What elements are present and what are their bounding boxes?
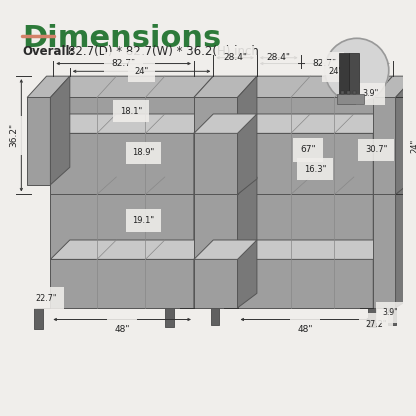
- Text: 3.9": 3.9": [382, 308, 398, 317]
- Polygon shape: [50, 240, 213, 260]
- Polygon shape: [194, 240, 213, 308]
- Polygon shape: [238, 177, 257, 308]
- Text: 82.7": 82.7": [313, 59, 337, 68]
- Text: Overall:: Overall:: [22, 45, 75, 58]
- Text: 28.4": 28.4": [223, 53, 247, 62]
- Polygon shape: [50, 76, 213, 97]
- Polygon shape: [238, 97, 373, 134]
- Text: 82.7(D) * 82.7(W) * 36.2(H) inch: 82.7(D) * 82.7(W) * 36.2(H) inch: [68, 45, 259, 58]
- Polygon shape: [238, 76, 257, 194]
- Polygon shape: [373, 76, 415, 97]
- Polygon shape: [238, 194, 373, 308]
- Polygon shape: [373, 177, 393, 308]
- Polygon shape: [50, 177, 213, 194]
- Text: 18.9": 18.9": [132, 148, 155, 157]
- Polygon shape: [194, 76, 257, 97]
- Text: 24": 24": [329, 67, 343, 76]
- Polygon shape: [238, 114, 393, 134]
- Polygon shape: [337, 94, 364, 104]
- Polygon shape: [339, 53, 349, 99]
- Polygon shape: [194, 114, 213, 194]
- Text: 19.1": 19.1": [132, 216, 155, 225]
- Polygon shape: [349, 53, 359, 99]
- Polygon shape: [353, 91, 356, 94]
- Text: 18.1": 18.1": [120, 106, 142, 116]
- Text: 22.7": 22.7": [36, 294, 57, 303]
- Polygon shape: [27, 76, 70, 97]
- Polygon shape: [373, 114, 393, 194]
- Text: 48": 48": [297, 324, 313, 334]
- Polygon shape: [211, 308, 219, 325]
- Text: 82.7": 82.7": [111, 59, 136, 68]
- Polygon shape: [50, 194, 194, 260]
- Polygon shape: [238, 134, 373, 194]
- Polygon shape: [373, 194, 396, 308]
- Text: 24": 24": [411, 139, 416, 153]
- Polygon shape: [50, 114, 213, 134]
- Polygon shape: [194, 177, 257, 194]
- Text: 24": 24": [134, 67, 149, 76]
- Polygon shape: [396, 177, 415, 308]
- Text: 3.9": 3.9": [362, 89, 379, 98]
- Text: 16.3": 16.3": [304, 165, 326, 174]
- Polygon shape: [165, 308, 173, 327]
- Text: 28.4": 28.4": [267, 53, 291, 62]
- Polygon shape: [194, 177, 213, 260]
- Polygon shape: [50, 134, 194, 194]
- Text: Dimensions: Dimensions: [22, 24, 222, 53]
- Text: 30.7": 30.7": [365, 145, 387, 154]
- Polygon shape: [238, 76, 393, 97]
- Text: 67": 67": [300, 145, 316, 154]
- Polygon shape: [194, 194, 238, 308]
- Text: 36.2": 36.2": [9, 123, 18, 147]
- Polygon shape: [194, 240, 257, 260]
- Polygon shape: [34, 308, 43, 329]
- Polygon shape: [194, 97, 238, 194]
- Circle shape: [325, 38, 389, 102]
- Polygon shape: [373, 97, 396, 194]
- Text: 27.2": 27.2": [365, 320, 387, 329]
- Polygon shape: [341, 91, 344, 94]
- Polygon shape: [388, 308, 396, 325]
- Polygon shape: [194, 114, 257, 134]
- Polygon shape: [347, 91, 350, 94]
- Polygon shape: [396, 76, 415, 194]
- Text: 48": 48": [114, 324, 130, 334]
- Polygon shape: [238, 240, 393, 260]
- Polygon shape: [27, 97, 50, 185]
- Polygon shape: [238, 177, 393, 194]
- Polygon shape: [50, 260, 194, 308]
- Polygon shape: [50, 76, 70, 185]
- Polygon shape: [50, 97, 194, 134]
- Polygon shape: [369, 308, 376, 327]
